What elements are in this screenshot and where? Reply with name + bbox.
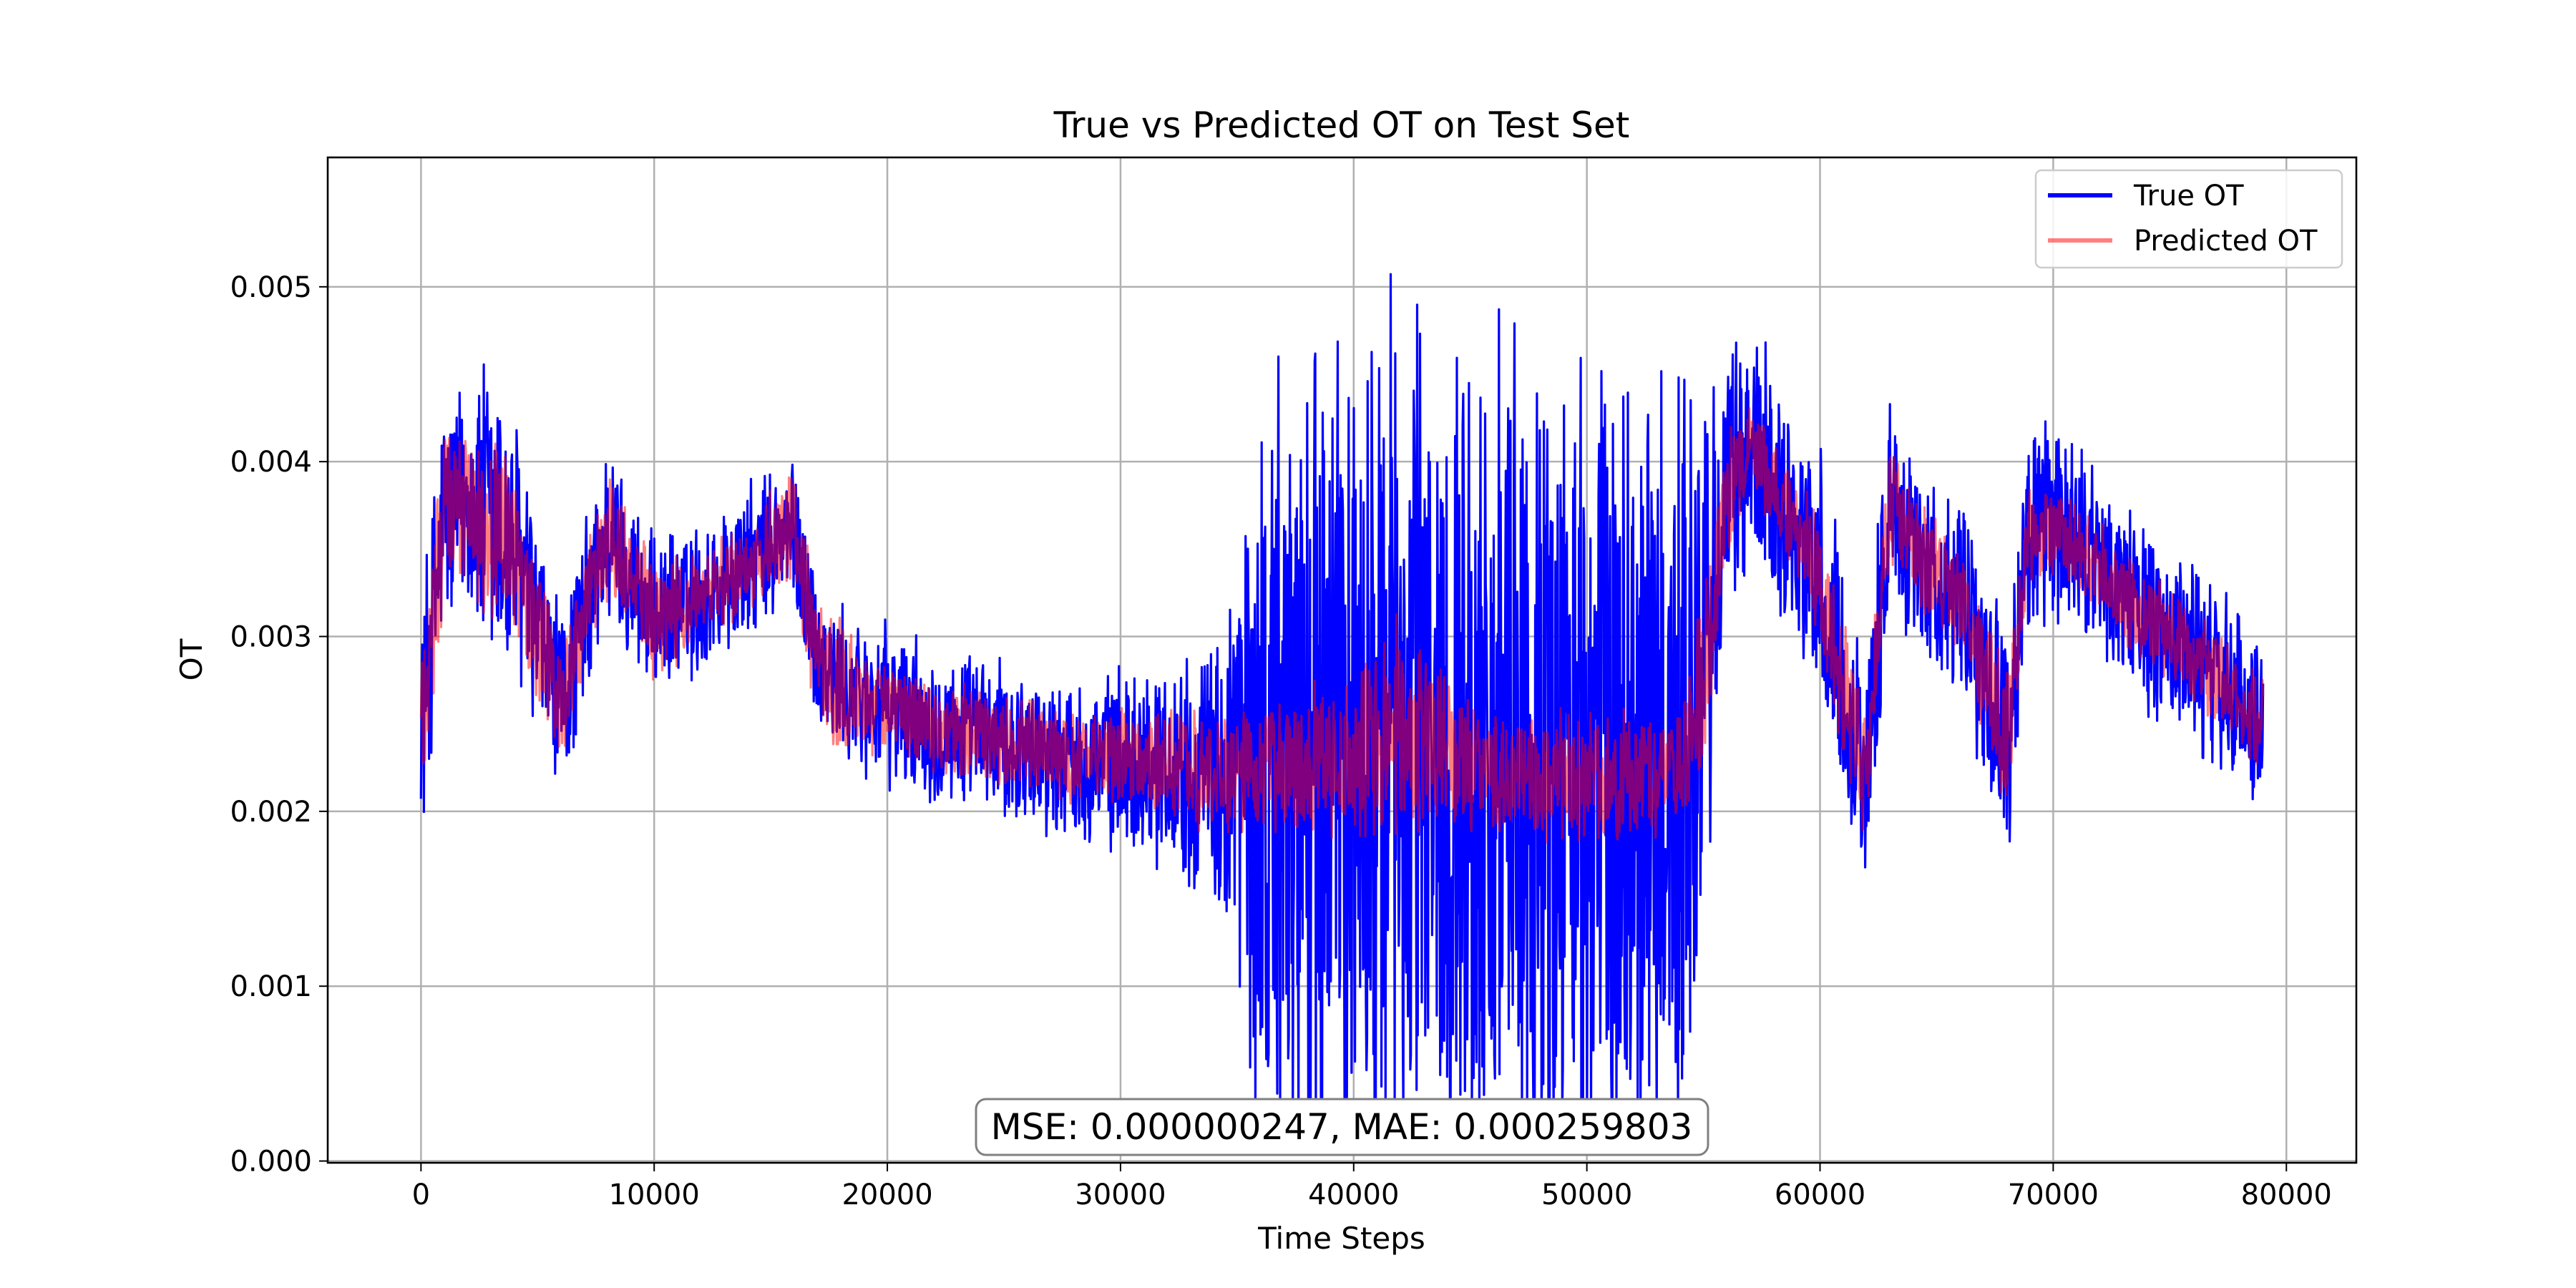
y-tick-label: 0.003 bbox=[230, 621, 312, 654]
x-tick-label: 20000 bbox=[841, 1179, 932, 1211]
series-line-predicted-ot bbox=[419, 406, 2265, 844]
y-axis-label: OT bbox=[174, 638, 209, 680]
x-tick-label: 80000 bbox=[2241, 1179, 2332, 1211]
x-tick-label: 50000 bbox=[1541, 1179, 1632, 1211]
y-tick-label: 0.004 bbox=[230, 446, 312, 479]
x-tick-label: 0 bbox=[412, 1179, 430, 1211]
chart-title: True vs Predicted OT on Test Set bbox=[1053, 104, 1630, 146]
x-axis-ticks: 0 10000 20000 30000 40000 50000 60000 70000 8000… bbox=[412, 1163, 2332, 1211]
x-tick-label: 30000 bbox=[1075, 1179, 1166, 1211]
y-tick-label: 0.002 bbox=[230, 796, 312, 829]
y-tick-label: 0.001 bbox=[230, 970, 312, 1003]
legend-label-predicted-ot: Predicted OT bbox=[2134, 225, 2318, 258]
y-tick-label: 0.000 bbox=[230, 1146, 312, 1179]
x-axis-label: Time Steps bbox=[1257, 1221, 1425, 1256]
plot-frame bbox=[326, 156, 2358, 1164]
y-tick-label: 0.005 bbox=[230, 271, 312, 304]
metrics-box bbox=[975, 1098, 1709, 1156]
metrics-annotation: MSE: 0.000000247, MAE: 0.000259803 bbox=[975, 1098, 1709, 1156]
y-axis-ticks: 0.000 0.001 0.002 0.003 0.004 0.005 bbox=[230, 271, 328, 1179]
x-tick-label: 70000 bbox=[2008, 1179, 2099, 1211]
legend-label-true-ot: True OT bbox=[2133, 180, 2244, 213]
legend: True OT Predicted OT bbox=[2034, 169, 2343, 269]
x-tick-label: 10000 bbox=[609, 1179, 700, 1211]
x-tick-label: 40000 bbox=[1308, 1179, 1399, 1211]
x-tick-label: 60000 bbox=[1775, 1179, 1865, 1211]
series-layer bbox=[419, 273, 2265, 1119]
plot-area bbox=[419, 273, 2265, 1119]
grid bbox=[328, 157, 2356, 1163]
metrics-text: MSE: 0.000000247, MAE: 0.000259803 bbox=[991, 1106, 1693, 1148]
